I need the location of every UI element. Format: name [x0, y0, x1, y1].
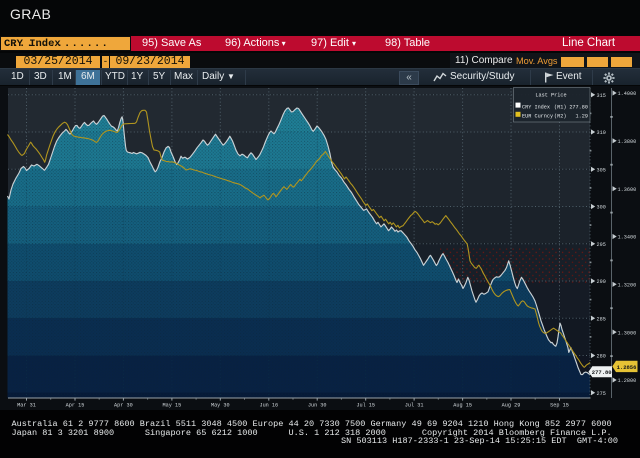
- svg-text:295: 295: [597, 242, 606, 248]
- svg-text:Jul 15: Jul 15: [356, 403, 375, 409]
- svg-text:305: 305: [597, 168, 606, 174]
- svg-text:1.3000: 1.3000: [618, 330, 637, 336]
- svg-text:277.80: 277.80: [569, 104, 588, 110]
- svg-text:May 15: May 15: [163, 403, 182, 409]
- svg-text:280: 280: [597, 354, 606, 360]
- svg-text:310: 310: [597, 130, 606, 136]
- svg-text:1.3400: 1.3400: [618, 235, 637, 241]
- svg-text:285: 285: [597, 316, 606, 322]
- svg-text:Last Price: Last Price: [535, 93, 566, 99]
- svg-text:290: 290: [597, 279, 606, 285]
- svg-text:300: 300: [597, 205, 606, 211]
- svg-text:May 30: May 30: [211, 403, 230, 409]
- svg-text:Aug 15: Aug 15: [453, 403, 472, 409]
- svg-text:1.3800: 1.3800: [618, 139, 637, 145]
- svg-text:1.3600: 1.3600: [618, 187, 637, 193]
- svg-text:Sep 15: Sep 15: [550, 403, 569, 409]
- svg-text:(R2): (R2): [554, 114, 566, 120]
- svg-text:275: 275: [597, 391, 606, 397]
- svg-text:277.80: 277.80: [592, 369, 612, 376]
- svg-text:1.2800: 1.2800: [618, 378, 637, 384]
- svg-text:1.29: 1.29: [576, 114, 588, 120]
- svg-text:Aug 29: Aug 29: [502, 403, 521, 409]
- svg-text:1.2856: 1.2856: [617, 364, 637, 371]
- svg-text:Apr 30: Apr 30: [114, 403, 133, 409]
- svg-text:1.3200: 1.3200: [618, 283, 637, 289]
- svg-text:Jun 30: Jun 30: [308, 403, 327, 409]
- svg-text:CRY Index: CRY Index: [522, 104, 550, 110]
- svg-text:EUR Curncy: EUR Curncy: [522, 114, 553, 120]
- svg-text:1.4000: 1.4000: [618, 91, 637, 97]
- svg-text:Jul 31: Jul 31: [405, 403, 424, 409]
- svg-text:315: 315: [597, 93, 606, 99]
- svg-text:Apr 15: Apr 15: [66, 403, 85, 409]
- svg-text:Mar 31: Mar 31: [17, 403, 36, 409]
- svg-text:Jun 16: Jun 16: [259, 403, 278, 409]
- svg-text:(R1): (R1): [554, 104, 566, 110]
